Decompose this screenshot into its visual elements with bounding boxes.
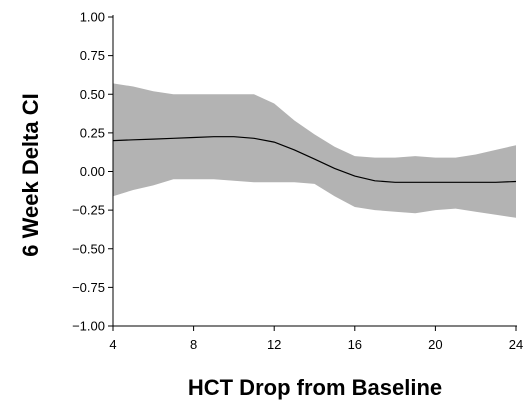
y-tick-label: −0.25 bbox=[72, 203, 105, 218]
y-tick-label: 0.00 bbox=[80, 164, 105, 179]
axes: 1.00 0.75 0.50 0.25 0.00 −0.25 −0.50 −0.75 −1.00… bbox=[72, 10, 523, 353]
y-tick-label: 0.25 bbox=[80, 125, 105, 140]
estimate-line bbox=[112, 136, 517, 183]
x-axis-title: HCT Drop from Baseline bbox=[188, 375, 442, 400]
y-tick-label: −0.75 bbox=[72, 280, 105, 295]
y-tick-label: −1.00 bbox=[72, 319, 105, 334]
y-tick-label: 0.75 bbox=[80, 48, 105, 63]
x-tick-label: 4 bbox=[109, 337, 116, 352]
x-tick-label: 12 bbox=[267, 337, 281, 352]
y-tick-label: −0.50 bbox=[72, 241, 105, 256]
confidence-band bbox=[113, 83, 516, 218]
y-axis-title: 6 Week Delta CI bbox=[18, 93, 43, 256]
x-tick-label: 16 bbox=[348, 337, 362, 352]
y-tick-label: 1.00 bbox=[80, 10, 105, 25]
y-tick-label: 0.50 bbox=[80, 87, 105, 102]
x-tick-label: 20 bbox=[428, 337, 442, 352]
plot-area bbox=[112, 83, 517, 218]
x-tick-label: 8 bbox=[190, 337, 197, 352]
x-tick-label: 24 bbox=[509, 337, 523, 352]
